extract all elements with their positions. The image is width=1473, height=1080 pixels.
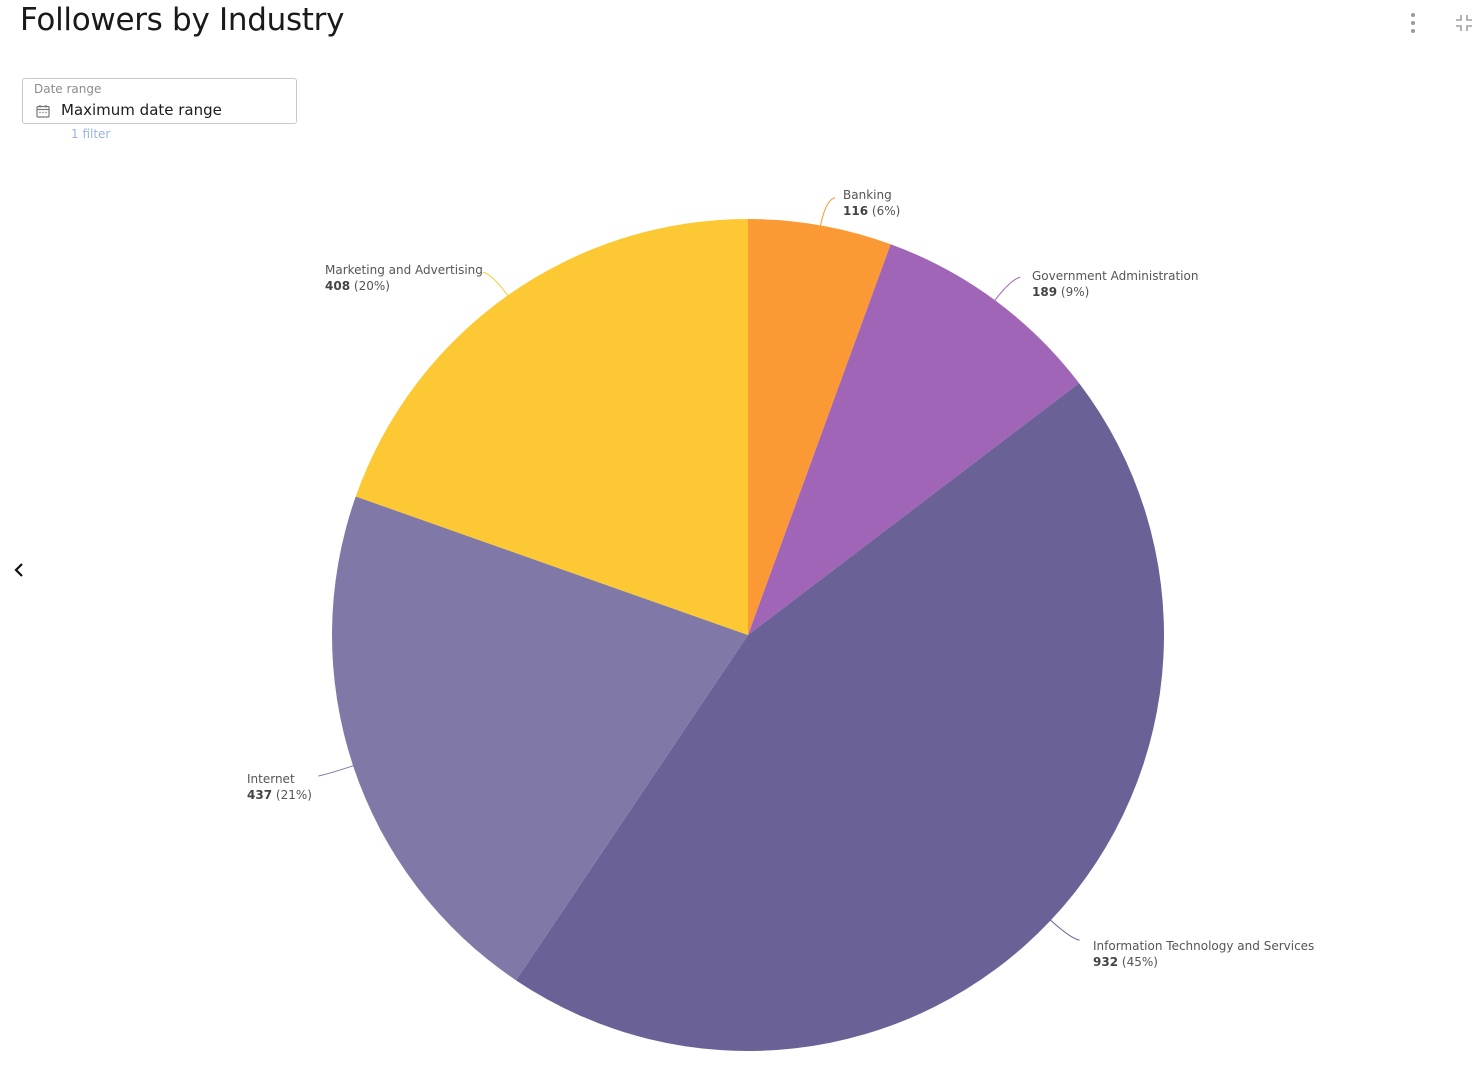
- label-pct: (6%): [871, 204, 901, 218]
- label-value: 116: [843, 204, 869, 218]
- leader-line: [1045, 915, 1080, 941]
- label-value: 189: [1032, 285, 1058, 299]
- label-pct: (45%): [1121, 955, 1158, 969]
- date-range-filter[interactable]: Date range Maximum date range: [22, 78, 297, 124]
- label-name: Marketing and Advertising: [325, 263, 483, 277]
- label-pct: (20%): [353, 279, 390, 293]
- pie-slice-information-technology-and-services[interactable]: [516, 383, 1165, 1051]
- label-name: Information Technology and Services: [1093, 939, 1315, 953]
- filter-count-link[interactable]: 1 filter: [71, 127, 111, 141]
- label-pct: (21%): [275, 788, 312, 802]
- leader-line: [318, 763, 359, 777]
- date-range-label: Date range: [34, 82, 102, 96]
- date-range-value: Maximum date range: [61, 101, 222, 119]
- label-value: 932: [1093, 955, 1119, 969]
- label-pct: (9%): [1060, 285, 1090, 299]
- label-name: Banking: [843, 188, 892, 202]
- label-information-technology: Information Technology and Services 932 …: [1093, 938, 1314, 970]
- pie-slice-marketing-and-advertising[interactable]: [355, 219, 748, 635]
- label-value: 408: [325, 279, 351, 293]
- leader-line: [818, 197, 836, 232]
- label-marketing-advertising: Marketing and Advertising 408 (20%): [325, 262, 483, 294]
- pie-slice-banking[interactable]: [748, 219, 891, 635]
- label-name: Internet: [247, 772, 295, 786]
- more-options-button[interactable]: [1403, 10, 1423, 36]
- dot: [1411, 21, 1415, 25]
- dot: [1411, 29, 1415, 33]
- vertical-dots-icon: [1411, 13, 1415, 17]
- pie-slice-government-administration[interactable]: [748, 244, 1080, 635]
- label-internet: Internet 437 (21%): [247, 771, 312, 803]
- label-government-administration: Government Administration 189 (9%): [1032, 268, 1198, 300]
- leader-line: [482, 271, 512, 301]
- collapse-icon[interactable]: [1454, 12, 1473, 34]
- leader-line: [990, 276, 1021, 306]
- label-name: Government Administration: [1032, 269, 1199, 283]
- pie-slice-internet[interactable]: [332, 496, 748, 981]
- calendar-icon: [36, 105, 50, 118]
- label-banking: Banking 116 (6%): [843, 187, 900, 219]
- chevron-left-icon[interactable]: [8, 558, 30, 582]
- page-title: Followers by Industry: [20, 2, 345, 38]
- label-value: 437: [247, 788, 273, 802]
